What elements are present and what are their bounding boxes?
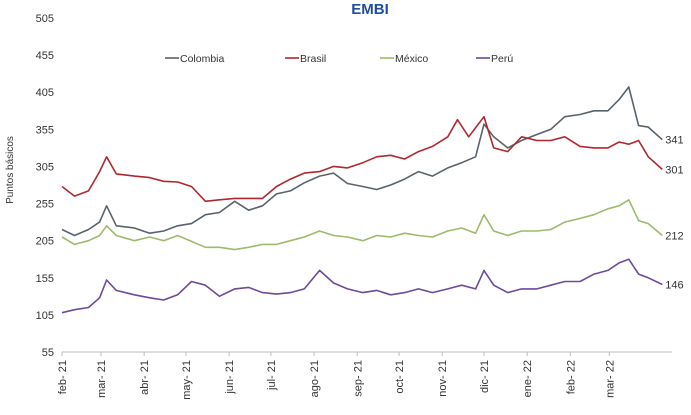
y-tick-label: 205 (36, 236, 54, 248)
chart-title: EMBI (351, 1, 389, 18)
y-tick-label: 505 (36, 13, 54, 25)
end-value-label: 341 (665, 135, 683, 147)
x-tick-label: jun- 21 (224, 360, 236, 395)
x-tick-label: ene- 22 (522, 360, 534, 397)
x-tick-label: abr- 21 (139, 360, 151, 395)
series-line-perú (61, 258, 663, 314)
y-tick-label: 155 (36, 273, 54, 285)
y-tick-label: 55 (42, 347, 54, 359)
legend-label: México (395, 53, 428, 65)
x-tick-label: sep- 21 (352, 360, 364, 397)
x-tick-label: mar- 22 (604, 360, 616, 398)
x-axis: feb- 21 mar- 21 abr- 21 may- 21 jun- 21 jul- … (57, 352, 616, 400)
series-line-brasil (61, 115, 663, 203)
legend-label: Colombia (180, 53, 225, 65)
x-tick-label: may- 21 (181, 360, 193, 400)
y-tick-label: 355 (36, 124, 54, 136)
y-axis-label: Puntos básicos (5, 136, 16, 204)
y-tick-label: 255 (36, 199, 54, 211)
end-value-label: 212 (665, 230, 683, 242)
series-line-méxico (61, 199, 663, 251)
x-tick-label: oct- 21 (394, 360, 406, 394)
x-tick-label: ago- 21 (309, 360, 321, 397)
y-tick-label: 455 (36, 50, 54, 62)
legend-label: Perú (491, 53, 513, 65)
x-tick-label: feb- 21 (57, 360, 69, 394)
legend-label: Brasil (300, 53, 326, 65)
x-tick-label: feb- 22 (565, 360, 577, 394)
end-labels: 341 301 212 146 (665, 135, 683, 292)
x-tick-label: mar- 21 (96, 360, 108, 398)
y-axis: 55 105 155 205 255 305 355 405 455 505 (36, 13, 54, 359)
x-tick-label: jul- 21 (266, 360, 278, 391)
series-line-colombia (61, 86, 663, 237)
legend: Colombia Brasil México Perú (165, 53, 513, 65)
y-tick-label: 305 (36, 161, 54, 173)
y-tick-label: 105 (36, 310, 54, 322)
y-tick-label: 405 (36, 87, 54, 99)
series-lines (61, 86, 663, 314)
end-value-label: 146 (665, 279, 683, 291)
x-tick-label: nov- 21 (437, 360, 449, 397)
end-value-label: 301 (665, 164, 683, 176)
x-tick-label: dic- 21 (479, 360, 491, 393)
